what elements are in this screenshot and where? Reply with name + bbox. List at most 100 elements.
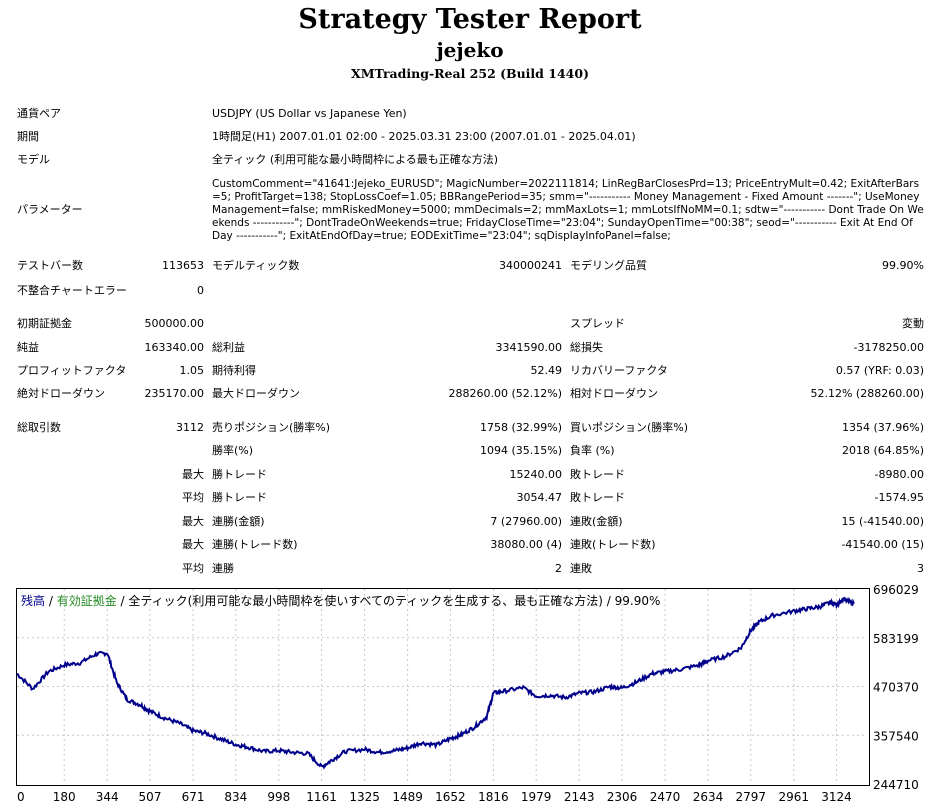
avg-cons-losses-label: 連敗 — [570, 562, 592, 575]
ticks-label: モデルティック数 — [212, 259, 300, 272]
quality-label: モデリング品質 — [570, 259, 647, 272]
report-subtitle: jejeko — [436, 38, 504, 62]
legend-balance: 残高 — [21, 594, 46, 608]
y-tick-label: 357540 — [873, 729, 919, 743]
x-tick-label: 180 — [53, 790, 76, 804]
grossprofit-label: 総利益 — [212, 341, 245, 354]
legend-separator: / — [116, 594, 129, 608]
netprofit-label: 純益 — [17, 341, 39, 354]
x-tick-label: 1652 — [435, 790, 466, 804]
x-tick-label: 671 — [182, 790, 205, 804]
deposit-label: 初期証拠金 — [17, 317, 72, 330]
symbol-label: 通貨ペア — [17, 107, 61, 120]
x-tick-label: 1325 — [349, 790, 380, 804]
x-tick-label: 2961 — [779, 790, 810, 804]
avg-loss-label: 敗トレード — [570, 491, 625, 504]
long-positions-value: 1354 (37.96%) — [841, 421, 924, 434]
best-win-label: 勝トレード — [212, 468, 267, 481]
x-tick-label: 2143 — [564, 790, 595, 804]
y-tick-label: 470370 — [873, 681, 919, 695]
expected-payoff-label: 期待利得 — [212, 364, 256, 377]
max-label: 最大 — [182, 515, 204, 528]
relative-dd-value: 52.12% (288260.00) — [810, 387, 924, 400]
symbol-value: USDJPY (US Dollar vs Japanese Yen) — [212, 107, 407, 120]
win-rate-label: 勝率(%) — [212, 444, 254, 457]
avg-win-label: 勝トレード — [212, 491, 267, 504]
y-tick-label: 244710 — [873, 778, 919, 792]
recovery-factor-label: リカバリーファクタ — [570, 364, 668, 377]
period-label: 期間 — [17, 130, 39, 143]
max-label: 最大 — [182, 538, 204, 551]
total-trades-value: 3112 — [176, 421, 204, 434]
x-tick-label: 1979 — [521, 790, 552, 804]
absolute-dd-value: 235170.00 — [144, 387, 205, 400]
x-tick-label: 2634 — [693, 790, 724, 804]
report-title: Strategy Tester Report — [298, 4, 642, 35]
recovery-factor-value: 0.57 (YRF: 0.03) — [835, 364, 924, 377]
x-tick-label: 1161 — [306, 790, 337, 804]
server-info: XMTrading-Real 252 (Build 1440) — [351, 66, 589, 81]
parameters-label: パラメーター — [17, 203, 83, 216]
legend-equity: 有効証拠金 — [56, 594, 117, 608]
win-rate-value: 1094 (35.15%) — [479, 444, 562, 457]
max-cons-losses-amount-value: 15 (-41540.00) — [841, 515, 924, 528]
grossprofit-value: 3341590.00 — [495, 341, 562, 354]
grossloss-label: 総損失 — [570, 341, 603, 354]
y-tick-label: 696029 — [873, 583, 919, 597]
mismatch-label: 不整合チャートエラー — [17, 284, 127, 297]
chart-legend: 残高 / 有効証拠金 / 全ティック(利用可能な最小時間枠を使いすべてのティック… — [21, 592, 660, 609]
x-tick-label: 507 — [139, 790, 162, 804]
total-trades-label: 総取引数 — [17, 421, 61, 434]
max-dd-value: 288260.00 (52.12%) — [448, 387, 562, 400]
netprofit-value: 163340.00 — [144, 341, 205, 354]
long-positions-label: 買いポジション(勝率%) — [570, 421, 689, 434]
quality-value: 99.90% — [882, 259, 924, 272]
avg-label: 平均 — [182, 562, 204, 575]
y-tick-label: 583199 — [873, 632, 919, 646]
x-tick-label: 834 — [224, 790, 247, 804]
x-tick-label: 0 — [17, 790, 25, 804]
avg-label: 平均 — [182, 491, 204, 504]
short-positions-value: 1758 (32.99%) — [479, 421, 562, 434]
max-dd-label: 最大ドローダウン — [212, 387, 300, 400]
max-cons-losses-amount-label: 連敗(金額) — [570, 515, 623, 528]
model-label: モデル — [17, 153, 50, 166]
max-cons-wins-count-label: 連勝(トレード数) — [212, 538, 298, 551]
x-tick-label: 3124 — [821, 790, 852, 804]
x-tick-label: 344 — [96, 790, 119, 804]
x-tick-label: 2470 — [650, 790, 681, 804]
expected-payoff-value: 52.49 — [530, 364, 563, 377]
legend-description: 全ティック(利用可能な最小時間枠を使いすべてのティックを生成する、最も正確な方法… — [128, 594, 661, 608]
max-cons-wins-count-value: 38080.00 (4) — [490, 538, 562, 551]
x-tick-label: 998 — [267, 790, 290, 804]
max-label: 最大 — [182, 468, 204, 481]
x-tick-label: 2797 — [736, 790, 767, 804]
worst-loss-value: -8980.00 — [874, 468, 924, 481]
grossloss-value: -3178250.00 — [853, 341, 924, 354]
avg-cons-losses-value: 3 — [917, 562, 924, 575]
best-win-value: 15240.00 — [509, 468, 563, 481]
model-value: 全ティック (利用可能な最小時間枠による最も正確な方法) — [212, 153, 499, 166]
spread-label: スプレッド — [570, 317, 625, 330]
deposit-value: 500000.00 — [144, 317, 205, 330]
absolute-dd-label: 絶対ドローダウン — [17, 387, 105, 400]
parameters-value: CustomComment="41641:Jejeko_EURUSD"; Mag… — [212, 178, 924, 242]
max-cons-wins-amount-value: 7 (27960.00) — [490, 515, 562, 528]
avg-cons-wins-label: 連勝 — [212, 562, 234, 575]
x-tick-label: 2306 — [607, 790, 638, 804]
ticks-value: 340000241 — [499, 259, 562, 272]
loss-rate-value: 2018 (64.85%) — [841, 444, 924, 457]
legend-separator: / — [45, 594, 57, 608]
avg-loss-value: -1574.95 — [874, 491, 924, 504]
spread-value: 変動 — [902, 317, 924, 330]
x-tick-label: 1489 — [392, 790, 423, 804]
profit-factor-label: プロフィットファクタ — [17, 364, 127, 377]
mismatch-value: 0 — [197, 284, 204, 297]
avg-cons-wins-value: 2 — [555, 562, 562, 575]
max-cons-losses-count-value: -41540.00 (15) — [841, 538, 924, 551]
profit-factor-value: 1.05 — [179, 364, 205, 377]
max-cons-losses-count-label: 連敗(トレード数) — [570, 538, 656, 551]
x-tick-label: 1816 — [478, 790, 509, 804]
loss-rate-label: 負率 (%) — [570, 444, 615, 457]
